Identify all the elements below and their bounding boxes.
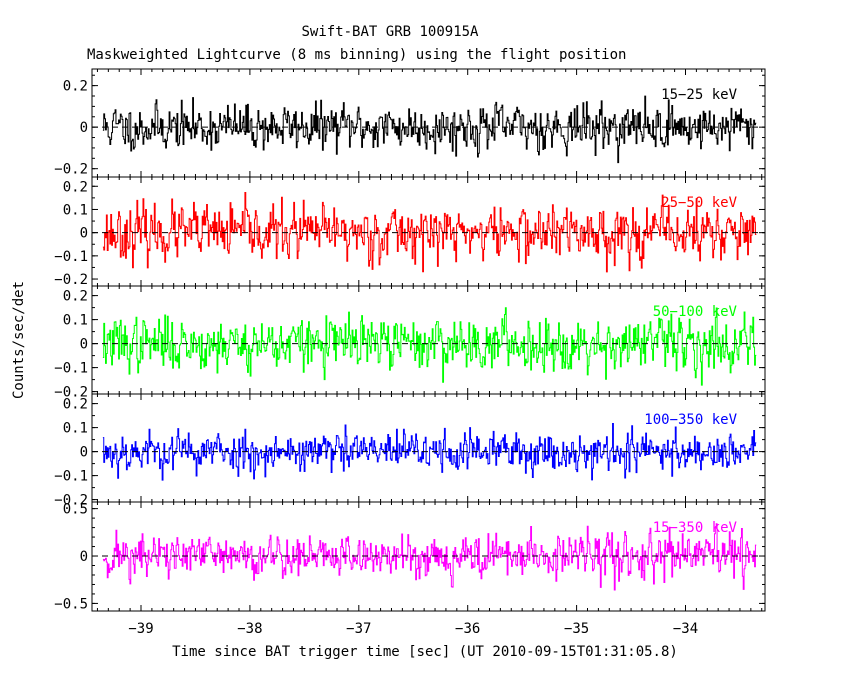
x-tick-label: −34 [673, 621, 698, 637]
series-line [102, 192, 757, 273]
chart-subtitle: Maskweighted Lightcurve (8 ms binning) u… [87, 47, 626, 63]
panels-group: 0.2 0 −0.2 15−25 keV 0.2 0.1 0 −0.1 −0.2 25−50 ke… [54, 68, 766, 612]
band-label: 25−50 keV [661, 195, 737, 211]
y-tick-label: −0.2 [54, 385, 88, 401]
y-tick-label: 0.1 [63, 202, 88, 218]
x-axis-label: Time since BAT trigger time [sec] (UT 20… [172, 644, 678, 660]
panel-15-25-kev: 0.2 0 −0.2 15−25 keV [54, 68, 766, 178]
y-tick-label: 0.2 [63, 79, 88, 95]
y-tick-label: 0.2 [63, 289, 88, 305]
y-tick-label: −0.2 [54, 493, 88, 509]
y-tick-label: −0.2 [54, 272, 88, 288]
x-tick-label: −39 [128, 621, 153, 637]
x-tick-label: −36 [455, 621, 480, 637]
band-label: 15−25 keV [661, 87, 737, 103]
y-tick-label: −0.1 [54, 361, 88, 377]
y-tick-label: 0.1 [63, 313, 88, 329]
series-line [102, 307, 757, 386]
band-label: 50−100 keV [653, 304, 738, 320]
y-tick-label: −0.5 [54, 596, 88, 612]
x-tick-labels: −39 −38 −37 −36 −35 −34 [128, 621, 698, 637]
band-label: 15−350 keV [653, 520, 738, 536]
y-tick-label: 0.2 [63, 179, 88, 195]
series-line [102, 423, 757, 481]
chart-title: Swift-BAT GRB 100915A [301, 24, 479, 40]
y-tick-label: −0.2 [54, 162, 88, 178]
series-line [102, 523, 757, 591]
panel-frame [91, 393, 766, 503]
x-tick-label: −35 [564, 621, 589, 637]
x-tick-label: −37 [346, 621, 371, 637]
series-line [102, 95, 757, 164]
y-tick-label: −0.1 [54, 469, 88, 485]
y-tick-label: 0 [80, 226, 88, 242]
panel-100-350-kev: 0.2 0.1 0 −0.1 −0.2 100−350 keV [54, 393, 766, 509]
y-tick-label: −0.1 [54, 249, 88, 265]
y-tick-label: 0.1 [63, 421, 88, 437]
band-label: 100−350 keV [644, 412, 737, 428]
y-tick-label: 0 [80, 549, 88, 565]
panel-25-50-kev: 0.2 0.1 0 −0.1 −0.2 25−50 keV [54, 176, 766, 288]
y-tick-label: 0 [80, 120, 88, 136]
y-tick-label: 0 [80, 445, 88, 461]
y-tick-label: 0.2 [63, 397, 88, 413]
y-tick-label: 0 [80, 337, 88, 353]
panel-15-350-kev: 0.5 0 −0.5 15−350 keV [54, 501, 766, 612]
y-axis-label: Counts/sec/det [11, 281, 27, 399]
x-tick-label: −38 [237, 621, 262, 637]
y-tick-label: 0.5 [63, 502, 88, 518]
panel-50-100-kev: 0.2 0.1 0 −0.1 −0.2 50−100 keV [54, 285, 766, 401]
